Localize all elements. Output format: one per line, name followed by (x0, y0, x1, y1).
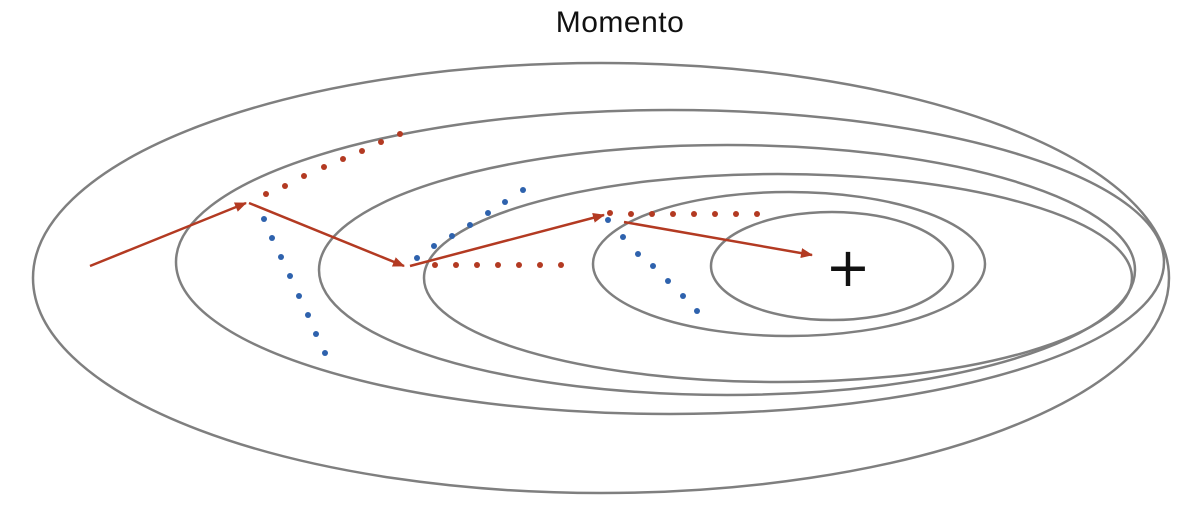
blue-dots-segment-1 (261, 216, 328, 356)
path-arrow-4 (623, 220, 813, 259)
minimum-marker: + (825, 236, 870, 299)
red-dots-segment-2 (432, 262, 564, 268)
contour-6 (709, 210, 955, 322)
contour-3 (317, 143, 1137, 397)
path-arrow-3 (409, 212, 605, 268)
path-arrow-2 (248, 201, 405, 268)
diagram-title: Momento (555, 6, 685, 39)
path-arrow-1 (89, 201, 247, 268)
red-dots-segment-3 (607, 210, 760, 217)
blue-dots-segment-3 (605, 217, 700, 314)
contour-4 (422, 172, 1134, 384)
blue-dots-segment-2 (414, 187, 526, 261)
red-dots-segment-1 (263, 131, 403, 197)
contour-2 (174, 108, 1166, 416)
momentum-path (89, 201, 813, 268)
contour-lines (31, 61, 1171, 495)
blue-dotted-lines (261, 187, 700, 356)
red-dotted-lines (263, 131, 760, 268)
contour-5 (591, 190, 987, 338)
contour-1 (31, 61, 1171, 495)
